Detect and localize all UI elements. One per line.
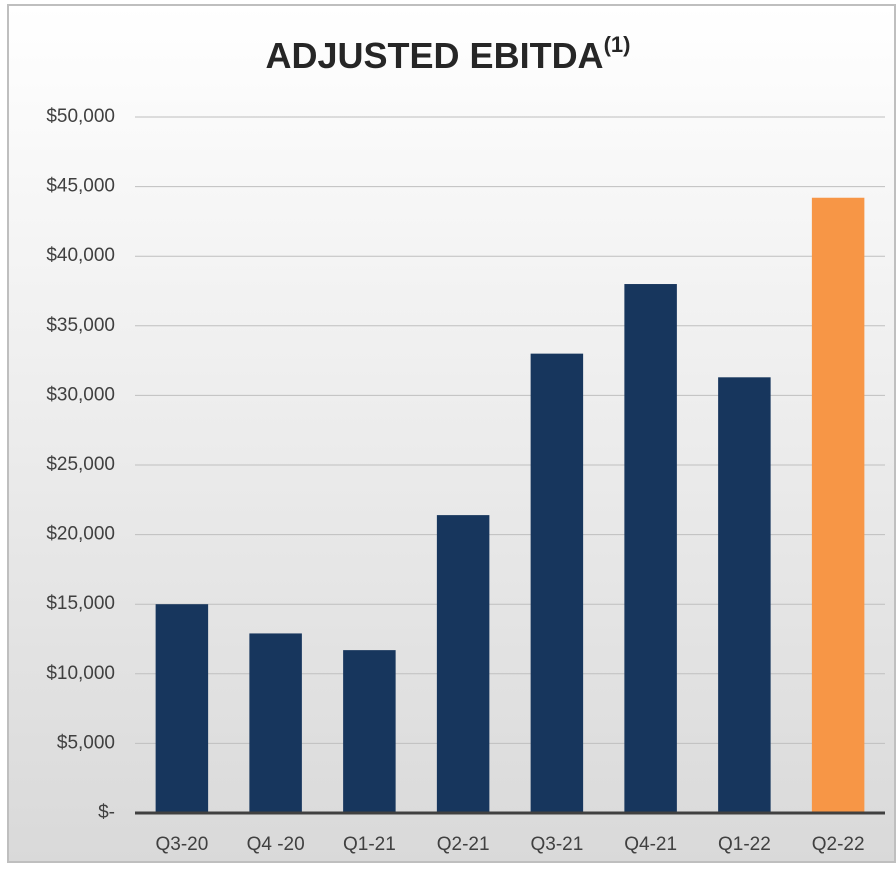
x-tick-label: Q3-20 <box>155 834 208 855</box>
x-tick-label: Q2-21 <box>437 834 490 855</box>
x-tick-label: Q3-21 <box>530 834 583 855</box>
bar <box>155 604 209 813</box>
y-tick-label: $50,000 <box>46 106 115 127</box>
bar <box>530 353 584 813</box>
bar <box>811 197 865 814</box>
y-tick-label: $30,000 <box>46 384 115 405</box>
x-tick-label: Q4-21 <box>624 834 677 855</box>
x-tick-label: Q4 -20 <box>247 834 305 855</box>
y-tick-label: $45,000 <box>46 176 115 197</box>
y-tick-label: $5,000 <box>57 732 115 753</box>
x-tick-label: Q2-22 <box>812 834 865 855</box>
y-tick-label: $15,000 <box>46 593 115 614</box>
bar <box>718 377 771 813</box>
y-tick-label: $20,000 <box>46 524 115 545</box>
bar <box>624 284 677 813</box>
bar <box>436 515 490 813</box>
y-tick-label: $- <box>98 802 115 823</box>
y-tick-label: $10,000 <box>46 663 115 684</box>
bar <box>249 633 302 813</box>
y-tick-label: $40,000 <box>46 245 115 266</box>
title-text: ADJUSTED EBITDA <box>266 35 604 76</box>
x-tick-label: Q1-21 <box>343 834 396 855</box>
y-tick-label: $25,000 <box>46 454 115 475</box>
chart-title: ADJUSTED EBITDA(1) <box>266 32 631 76</box>
title-superscript: (1) <box>604 32 631 57</box>
y-tick-label: $35,000 <box>46 315 115 336</box>
bar <box>343 650 396 813</box>
x-tick-label: Q1-22 <box>718 834 771 855</box>
